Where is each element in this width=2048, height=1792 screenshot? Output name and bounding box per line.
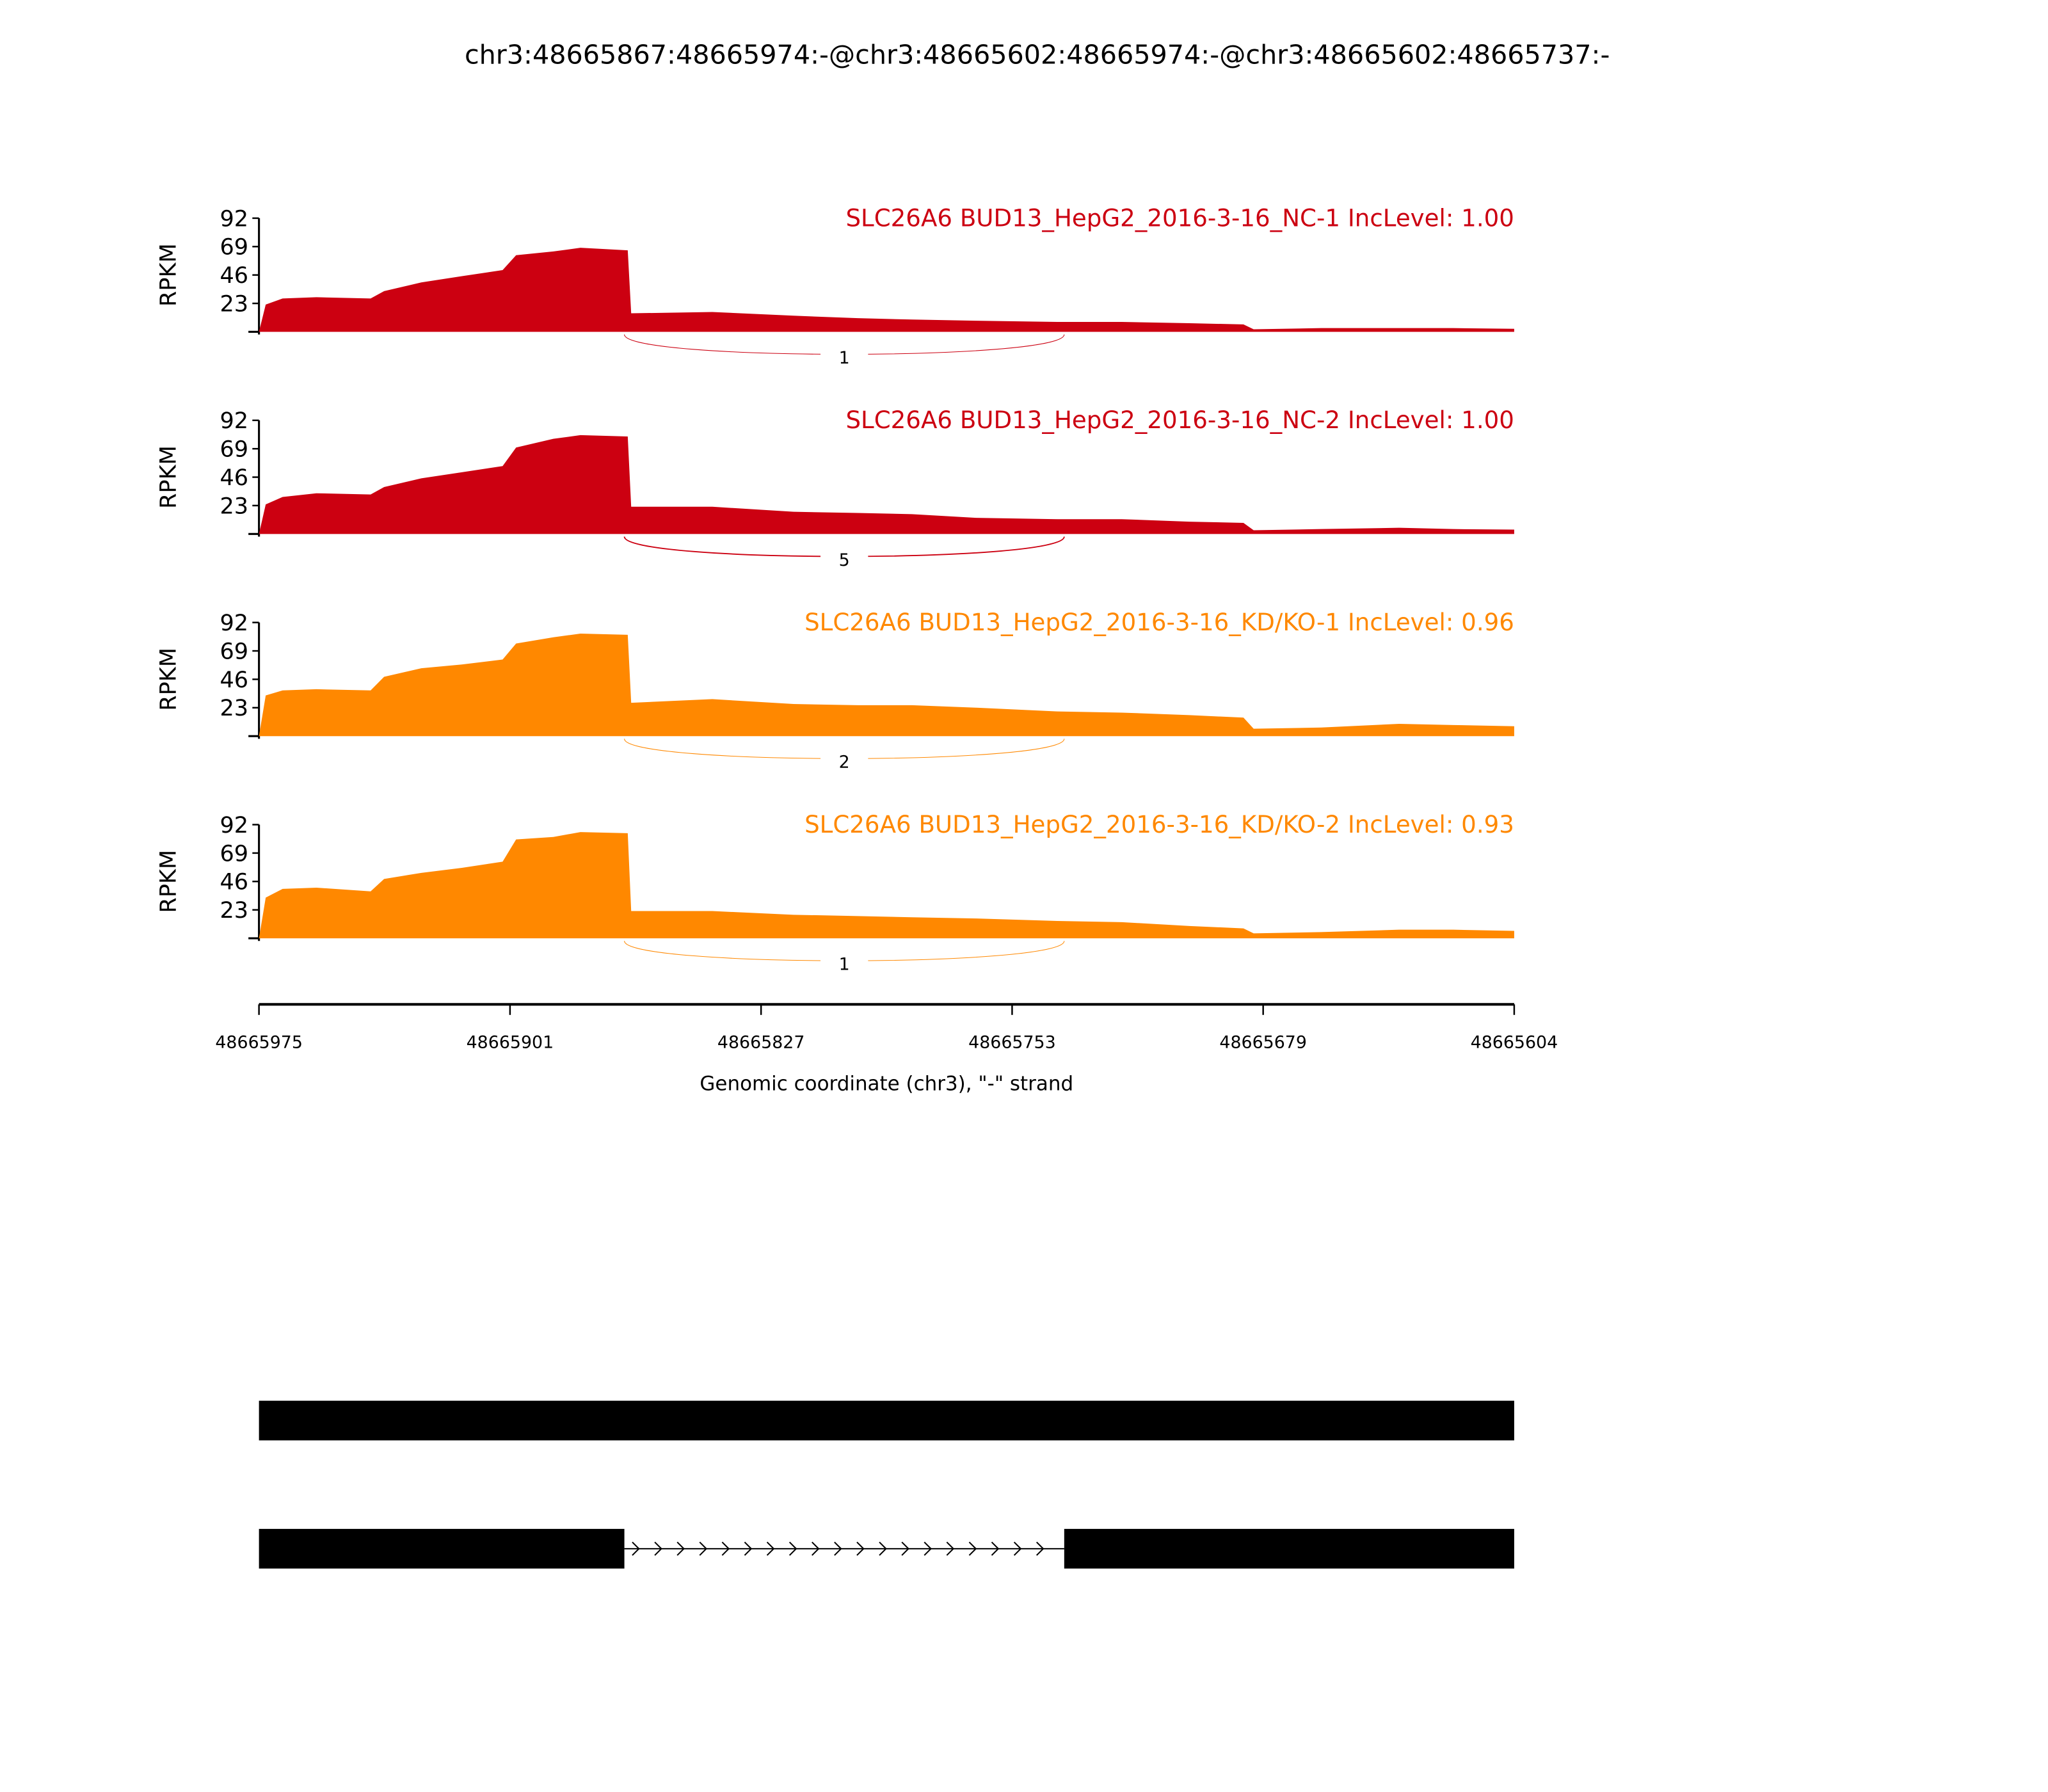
coverage-area	[259, 633, 1514, 737]
x-tick-label: 48665604	[1471, 1032, 1558, 1052]
y-tick-label: 92	[220, 812, 248, 838]
strand-arrow-icon	[812, 1541, 820, 1556]
strand-arrow-icon	[834, 1541, 842, 1556]
strand-arrow-icon	[924, 1541, 932, 1556]
strand-arrow-icon	[991, 1541, 1000, 1556]
y-tick-label: 46	[220, 869, 248, 895]
y-tick-label: 69	[220, 234, 248, 260]
strand-arrow-icon	[946, 1541, 955, 1556]
track-label: SLC26A6 BUD13_HepG2_2016-3-16_KD/KO-2 In…	[804, 811, 1514, 838]
coverage-area	[259, 435, 1514, 534]
x-tick-label: 48665827	[717, 1032, 805, 1052]
strand-arrow-icon	[676, 1541, 685, 1556]
x-tick-label: 48665679	[1219, 1032, 1307, 1052]
junction-count: 1	[839, 955, 850, 975]
strand-arrow-icon	[1013, 1541, 1022, 1556]
strand-arrow-icon	[1036, 1541, 1044, 1556]
y-tick-label: 69	[220, 840, 248, 867]
coverage-area	[259, 248, 1514, 332]
x-axis: 48665975 48665901 48665827 48665753 48665679…	[215, 1003, 1558, 1052]
y-tick-label: 46	[220, 262, 248, 289]
exon	[259, 1528, 625, 1569]
y-tick-label: 23	[220, 493, 248, 519]
strand-arrow-icon	[968, 1541, 977, 1556]
y-tick-label: 92	[220, 205, 248, 232]
y-tick-label: 92	[220, 610, 248, 636]
strand-arrow-icon	[744, 1541, 753, 1556]
gene-models	[259, 1400, 1514, 1569]
y-tick-label: 92	[220, 408, 248, 434]
chart-title: chr3:48665867:48665974:-@chr3:48665602:4…	[465, 39, 1610, 70]
x-axis-label: Genomic coordinate (chr3), "-" strand	[700, 1072, 1073, 1095]
y-tick-label: 69	[220, 638, 248, 664]
track-label: SLC26A6 BUD13_HepG2_2016-3-16_KD/KO-1 In…	[804, 609, 1514, 636]
x-tick-label: 48665753	[968, 1032, 1056, 1052]
strand-arrow-icon	[766, 1541, 775, 1556]
junction-count: 2	[839, 753, 850, 772]
y-axis-label: RPKM	[156, 850, 182, 913]
strand-arrow-icon	[699, 1541, 708, 1556]
y-tick-label: 46	[220, 667, 248, 693]
track-label: SLC26A6 BUD13_HepG2_2016-3-16_NC-1 IncLe…	[845, 204, 1514, 232]
strand-arrow-icon	[856, 1541, 865, 1556]
y-axis-label: RPKM	[156, 648, 182, 711]
strand-arrow-icon	[632, 1541, 640, 1556]
junction-count: 1	[839, 348, 850, 368]
strand-arrow-icon	[788, 1541, 797, 1556]
strand-arrow-icon	[879, 1541, 887, 1556]
gene-model-2	[259, 1528, 1514, 1569]
x-tick-label: 48665901	[467, 1032, 554, 1052]
y-tick-label: 46	[220, 465, 248, 491]
strand-arrow-icon	[721, 1541, 730, 1556]
gene-model-1	[259, 1400, 1514, 1441]
y-tick-label: 23	[220, 695, 248, 721]
strand-arrow-icon	[901, 1541, 909, 1556]
y-axis-label: RPKM	[156, 243, 182, 307]
coverage-area	[259, 832, 1514, 939]
strand-arrow-icon	[654, 1541, 662, 1556]
track-label: SLC26A6 BUD13_HepG2_2016-3-16_NC-2 IncLe…	[845, 406, 1514, 434]
junction-count: 5	[839, 550, 850, 570]
y-tick-label: 69	[220, 436, 248, 463]
y-axis-label: RPKM	[156, 445, 182, 509]
x-tick-label: 48665975	[215, 1032, 303, 1052]
exon	[1064, 1528, 1514, 1569]
exon	[259, 1400, 1514, 1441]
y-tick-label: 23	[220, 291, 248, 317]
y-tick-label: 23	[220, 897, 248, 924]
